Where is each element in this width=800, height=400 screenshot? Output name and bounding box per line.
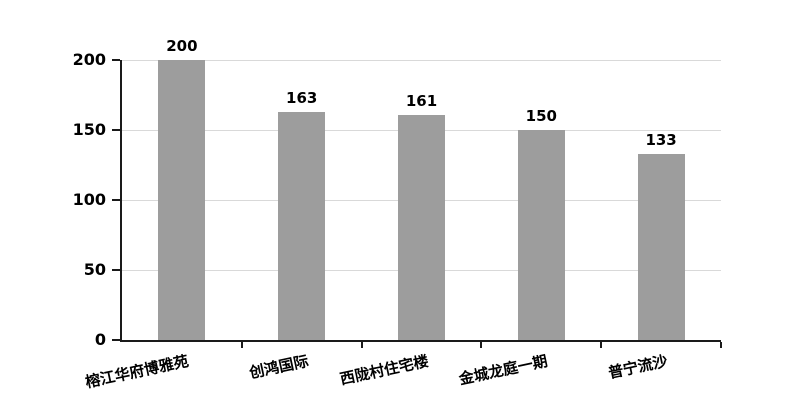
gridline bbox=[122, 59, 721, 61]
x-tick-mark bbox=[600, 342, 603, 348]
bar-value-label: 161 bbox=[405, 91, 438, 110]
bar bbox=[398, 114, 445, 340]
y-axis-line bbox=[120, 60, 122, 342]
y-tick-mark bbox=[112, 59, 120, 61]
bar-value-label: 200 bbox=[166, 37, 198, 55]
y-tick-label: 0 bbox=[94, 330, 106, 349]
bar-value-label: 133 bbox=[645, 130, 677, 149]
x-tick-mark bbox=[240, 342, 243, 348]
bar-value-label: 150 bbox=[525, 107, 557, 125]
bar bbox=[517, 130, 565, 340]
bar-value-label: 163 bbox=[286, 88, 318, 107]
x-tick-mark bbox=[360, 342, 363, 348]
y-tick-label: 50 bbox=[83, 260, 106, 279]
y-tick-label: 150 bbox=[72, 120, 106, 139]
y-tick-mark bbox=[112, 129, 120, 131]
bar bbox=[278, 111, 326, 340]
y-tick-label: 200 bbox=[72, 50, 106, 69]
bar bbox=[158, 60, 206, 340]
y-tick-label: 100 bbox=[72, 190, 106, 209]
x-tick-mark bbox=[480, 342, 483, 348]
x-axis-line bbox=[120, 340, 721, 342]
x-tick-mark bbox=[720, 342, 722, 348]
y-tick-mark bbox=[112, 269, 120, 271]
y-tick-mark bbox=[112, 339, 120, 341]
bar bbox=[637, 153, 685, 340]
y-tick-mark bbox=[112, 199, 120, 201]
